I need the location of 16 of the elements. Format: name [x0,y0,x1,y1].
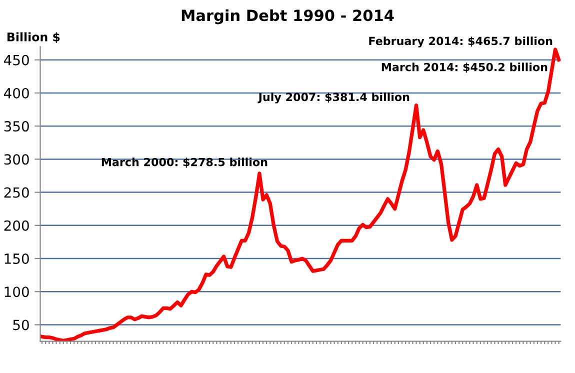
y-tick-label: 400 [4,88,29,98]
y-tick-label: 300 [4,154,29,165]
y-axis-title: Billion $ [8,32,60,43]
line-series [40,48,561,342]
y-tick-label: 150 [4,253,29,264]
y-tick-label: 200 [4,220,29,231]
y-tick-label: 250 [4,187,29,198]
chart-title: Margin Debt 1990 - 2014 [182,9,394,24]
y-tick-label: 50 [13,320,29,330]
annotation: March 2000: $278.5 billion [102,158,268,168]
annotation: February 2014: $465.7 billion [369,36,552,48]
annotation: July 2007: $381.4 billion [258,92,410,104]
y-tick-label: 350 [4,121,29,132]
annotation: March 2014: $450.2 billion [382,62,548,73]
y-tick-label: 100 [4,286,29,298]
y-tick-label: 450 [4,54,29,66]
